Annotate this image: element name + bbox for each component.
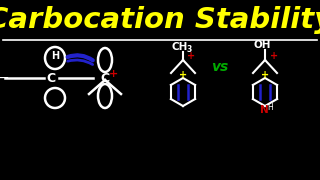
Text: 3: 3 [186,44,192,53]
Text: H: H [267,103,273,112]
Text: +: + [179,70,187,80]
Text: CH: CH [172,42,188,52]
Text: +: + [261,70,269,80]
Text: −: − [0,71,9,85]
Text: OH: OH [253,40,271,50]
Text: vs: vs [212,60,228,74]
Text: C: C [46,71,56,84]
FancyArrowPatch shape [68,55,93,60]
FancyArrowPatch shape [68,60,93,64]
Text: N: N [260,105,268,115]
Text: Carbocation Stability: Carbocation Stability [0,6,320,34]
Text: +: + [270,51,278,61]
Text: +: + [109,69,119,79]
Text: +: + [187,51,195,61]
Text: H: H [51,51,59,61]
Text: C: C [100,71,109,84]
